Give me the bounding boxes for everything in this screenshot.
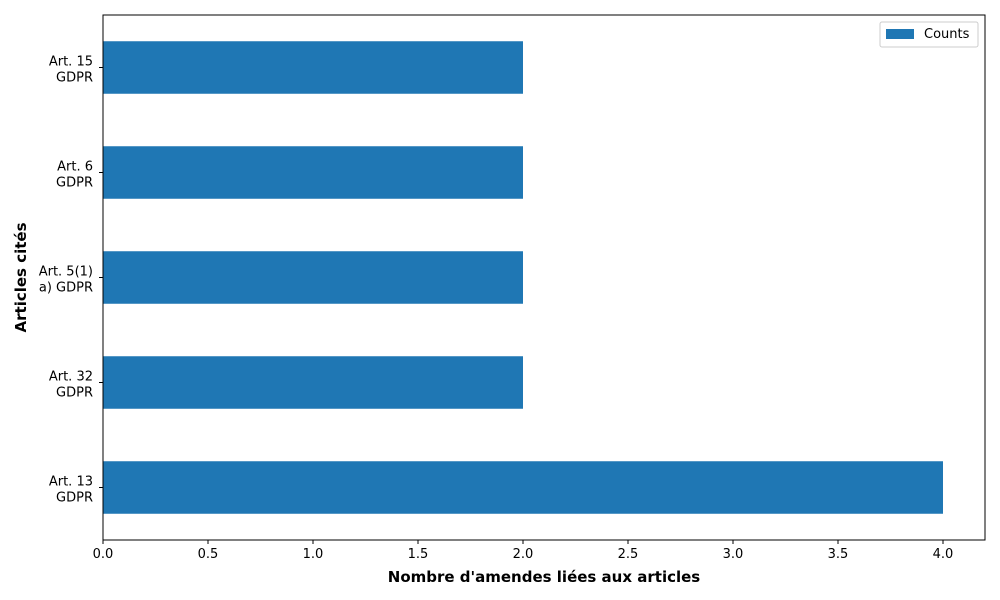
- x-tick-label: 2.0: [513, 547, 534, 562]
- y-tick-label: Art. 32 GDPR: [49, 370, 93, 401]
- bar-2: [103, 356, 523, 409]
- bars-group: [103, 41, 943, 514]
- legend-label: Counts: [924, 27, 970, 42]
- y-tick-label: Art. 13 GDPR: [49, 475, 93, 506]
- x-tick-label: 0.0: [93, 547, 114, 562]
- legend-box: [879, 21, 979, 48]
- x-tick-label: 4.0: [933, 547, 954, 562]
- x-axis-title: Nombre d'amendes liées aux articles: [388, 568, 701, 586]
- x-tick-label: 0.5: [198, 547, 219, 562]
- x-tick-label: 3.5: [828, 547, 849, 562]
- x-axis: 0.0 0.5 1.0 1.5 2.0 2.5 3.0 3.5 4.0: [93, 540, 954, 562]
- legend-swatch: [886, 29, 914, 39]
- y-tick-label: Art. 5(1) a) GDPR: [39, 265, 93, 296]
- x-tick-label: 1.5: [408, 547, 429, 562]
- legend: Counts: [879, 21, 979, 48]
- bar-4: [103, 146, 523, 199]
- bar-1: [103, 461, 943, 514]
- x-tick-label: 1.0: [303, 547, 324, 562]
- x-tick-label: 3.0: [723, 547, 744, 562]
- y-axis-title: Articles cités: [12, 222, 30, 332]
- bar-3: [103, 251, 523, 304]
- y-axis: Art. 13 GDPR Art. 32 GDPR Art. 5(1) a) GDPR Ar…: [39, 55, 103, 506]
- y-tick-label: Art. 6 GDPR: [56, 160, 93, 191]
- x-tick-label: 2.5: [618, 547, 639, 562]
- bar-5: [103, 41, 523, 94]
- y-tick-label: Art. 15 GDPR: [49, 55, 93, 86]
